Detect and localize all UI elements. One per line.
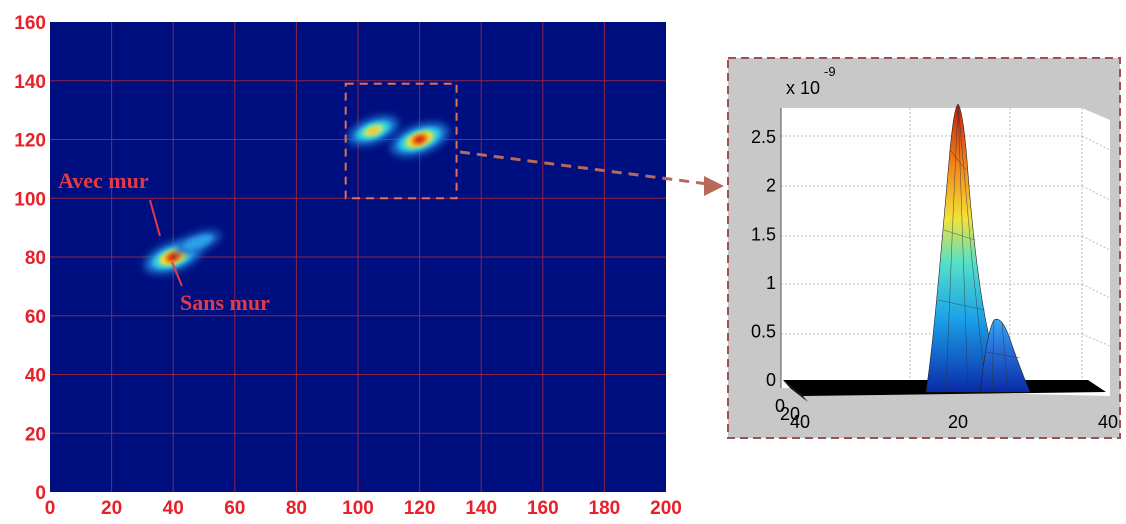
z-tick-label: 1.5: [751, 224, 776, 244]
zoom-connector: [459, 150, 724, 196]
y-tick-label: 20: [25, 424, 46, 445]
zoom-box: [344, 82, 458, 200]
surface-x-tick-label: 20: [948, 412, 968, 432]
inset-border: [727, 57, 1121, 439]
hotspot-layer: [182, 234, 214, 251]
y-tick-label: 120: [14, 131, 46, 152]
x-tick-label: 120: [404, 498, 436, 519]
surface-scale-exponent: -9: [824, 64, 836, 79]
heatmap-hotspots: [144, 116, 449, 274]
surface-y-tick-label: 20: [780, 404, 800, 424]
zoom-connector-arrowhead: [704, 176, 724, 196]
x-tick-label: 200: [650, 498, 682, 519]
y-tick-label: 60: [25, 307, 46, 328]
hotspot: [391, 122, 449, 157]
surface-floor-left: [783, 380, 808, 402]
surface-z-ticks: 0 0.5 1 1.5 2 2.5: [751, 127, 776, 390]
heatmap-x-ticks: 0 20 40 60 80 100 120 140 160 180 200: [45, 498, 682, 519]
z-tick-label: 0.5: [751, 321, 776, 341]
y-tick-label: 40: [25, 366, 46, 387]
hotspot-layer: [168, 253, 179, 261]
annotation-sans-mur: Sans mur: [180, 290, 270, 315]
hotspot: [348, 116, 399, 146]
x-tick-label: 160: [527, 498, 559, 519]
x-tick-label: 80: [286, 498, 307, 519]
x-tick-label: 20: [101, 498, 122, 519]
heatmap-plot: Avec mur Sans mur 0 20 40 60 80 100 120 140 160 1…: [14, 13, 682, 519]
annotation-line-sans: [171, 261, 183, 287]
z-tick-label: 0: [766, 370, 776, 390]
main-peak-facets: [937, 103, 987, 393]
x-tick-label: 0: [45, 498, 56, 519]
surface-x-tick-label: 40: [1098, 412, 1118, 432]
surface-x-ticks: 20 40: [948, 412, 1118, 432]
surface-y-tick-label: 0: [775, 396, 785, 416]
z-tick-label: 2: [766, 176, 776, 196]
x-tick-label: 40: [163, 498, 184, 519]
annotation-line-avec: [149, 199, 161, 237]
y-tick-label: 160: [14, 13, 46, 34]
y-tick-label: 80: [25, 248, 46, 269]
x-tick-label: 100: [342, 498, 374, 519]
x-tick-label: 180: [589, 498, 621, 519]
x-tick-label: 140: [465, 498, 497, 519]
heatmap-y-ticks: 0 20 40 60 80 100 120 140 160: [14, 13, 46, 504]
hotspot-layer: [414, 136, 425, 143]
surface-y-tick-label: 40: [790, 412, 810, 432]
zoom-connector-line: [459, 150, 709, 186]
hotspot: [175, 230, 221, 255]
secondary-peak-facets: [985, 319, 1021, 393]
z-tick-label: 1: [766, 273, 776, 293]
z-tick-label: 2.5: [751, 127, 776, 147]
y-tick-label: 140: [14, 72, 46, 93]
x-tick-label: 60: [224, 498, 245, 519]
y-tick-label: 100: [14, 189, 46, 210]
annotation-avec-mur: Avec mur: [58, 168, 149, 193]
hotspot-layer: [367, 127, 380, 135]
surface-scale-label: x 10: [786, 78, 820, 98]
y-tick-label: 0: [35, 483, 46, 504]
